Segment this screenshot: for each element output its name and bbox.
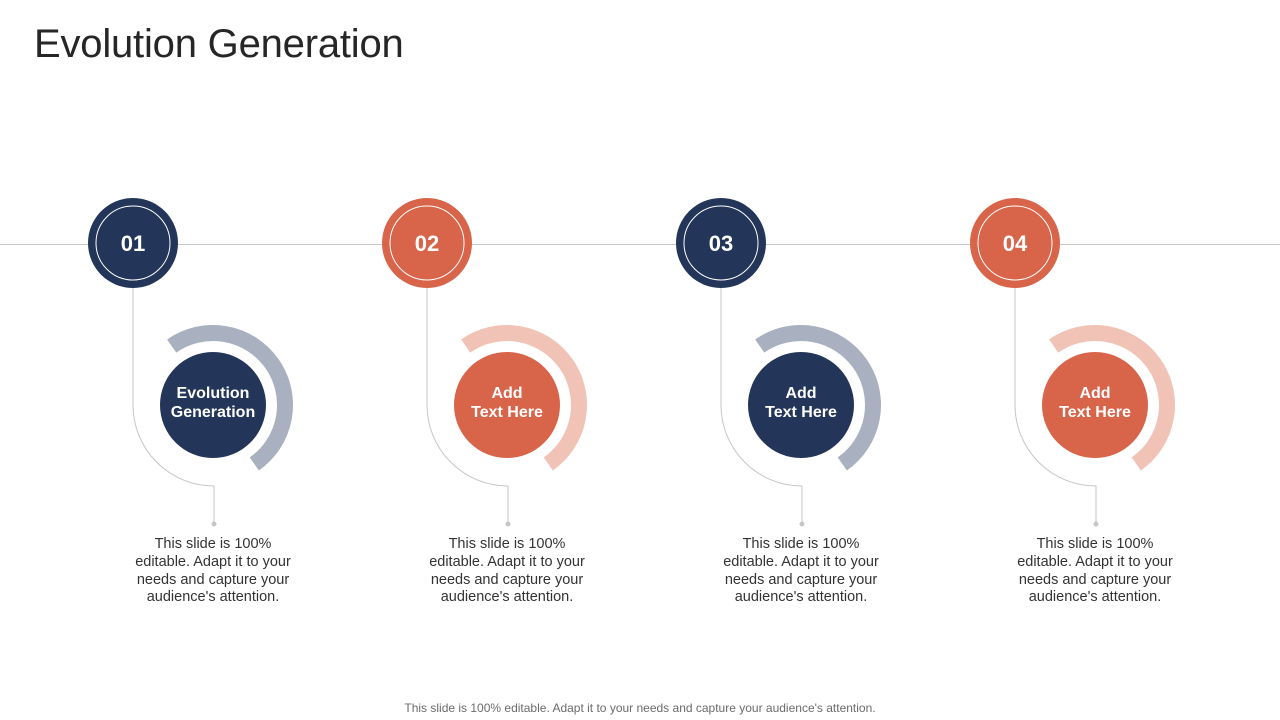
- step-1-graphic: [88, 198, 293, 527]
- step-1-number-circle: [88, 198, 178, 288]
- step-1-ring-arc: [167, 325, 293, 471]
- step-2-graphic: [382, 198, 587, 527]
- step-3-connector: [720, 288, 803, 522]
- step-4-number-circle: [970, 198, 1060, 288]
- step-4-connector: [1014, 288, 1097, 522]
- page-title: Evolution Generation: [34, 22, 404, 66]
- step-1-inner-circle: [160, 352, 266, 458]
- step-3-ring-arc: [755, 325, 881, 471]
- step-1-label: Evolution Generation: [170, 385, 256, 421]
- step-2-ring-arc: [461, 325, 587, 471]
- step-2-number: 02: [414, 231, 440, 256]
- step-4-connector-dot: [1093, 521, 1099, 527]
- step-4-number: 04: [1002, 231, 1028, 256]
- step-2-description: This slide is 100% editable. Adapt it to…: [429, 536, 585, 606]
- step-2-inner-circle: [454, 352, 560, 458]
- step-2-number-circle: [382, 198, 472, 288]
- step-1-connector-dot: [211, 521, 217, 527]
- timeline-line: [0, 244, 1280, 245]
- step-1-description: This slide is 100% editable. Adapt it to…: [135, 536, 291, 606]
- step-3-connector-dot: [799, 521, 805, 527]
- step-3-number-circle: [676, 198, 766, 288]
- step-3-description: This slide is 100% editable. Adapt it to…: [723, 536, 879, 606]
- step-3: 03 Add Text Here This slide is 100% edit…: [631, 0, 931, 720]
- step-1: 01 Evolution Generation This slide is 10…: [43, 0, 343, 720]
- step-2-label: Add Text Here: [471, 385, 543, 421]
- step-4-label: Add Text Here: [1059, 385, 1131, 421]
- step-1-connector: [132, 288, 215, 522]
- step-2: 02 Add Text Here This slide is 100% edit…: [337, 0, 637, 720]
- step-4-inner-circle: [1042, 352, 1148, 458]
- step-4-description: This slide is 100% editable. Adapt it to…: [1017, 536, 1173, 606]
- step-2-connector-dot: [505, 521, 511, 527]
- step-3-graphic: [676, 198, 881, 527]
- step-2-connector: [426, 288, 509, 522]
- step-1-number: 01: [120, 231, 146, 256]
- step-3-number-circle-outline: [683, 205, 759, 281]
- step-3-inner-circle: [748, 352, 854, 458]
- step-4-ring-arc: [1049, 325, 1175, 471]
- footer-note: This slide is 100% editable. Adapt it to…: [404, 701, 876, 715]
- step-2-number-circle-outline: [389, 205, 465, 281]
- step-1-number-circle-outline: [95, 205, 171, 281]
- step-4-graphic: [970, 198, 1175, 527]
- step-3-number: 03: [708, 231, 734, 256]
- step-4-number-circle-outline: [977, 205, 1053, 281]
- step-4: 04 Add Text Here This slide is 100% edit…: [925, 0, 1225, 720]
- step-3-label: Add Text Here: [765, 385, 837, 421]
